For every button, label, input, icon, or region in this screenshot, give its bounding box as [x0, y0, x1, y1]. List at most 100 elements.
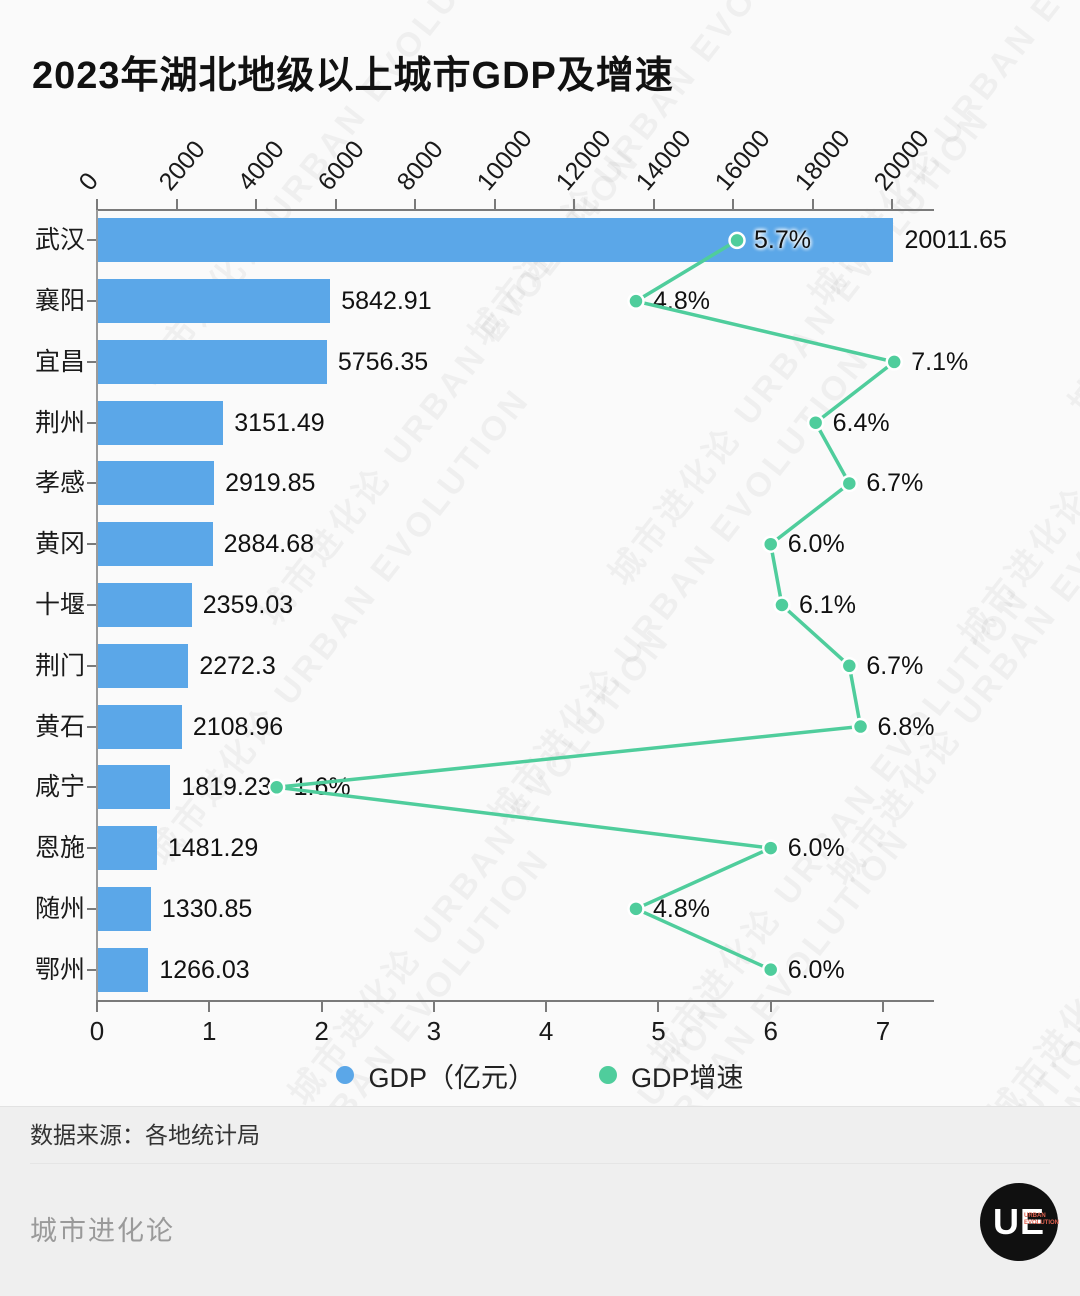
top-axis-label: 0 [73, 167, 104, 196]
growth-value-label: 6.0% [787, 834, 845, 863]
legend-label: GDP（亿元） [368, 1062, 535, 1093]
category-label: 黄冈 [34, 530, 85, 559]
growth-point [761, 535, 780, 553]
growth-value-label: 1.6% [293, 773, 351, 802]
growth-point [761, 839, 780, 857]
growth-point [885, 353, 903, 371]
gdp-bar [98, 643, 189, 688]
bottom-axis-label: 0 [89, 1016, 105, 1046]
top-axis-label: 2000 [153, 135, 211, 196]
category-label: 鄂州 [34, 955, 85, 984]
gdp-value-label: 2919.85 [225, 469, 316, 498]
top-axis-tick [652, 199, 655, 209]
bottom-axis-tick [432, 1002, 435, 1012]
bottom-axis-tick [545, 1002, 548, 1012]
category-label: 咸宁 [34, 773, 85, 802]
top-axis-tick [891, 199, 893, 209]
category-label: 随州 [34, 894, 85, 923]
category-tick [87, 482, 96, 485]
bottom-axis-label: 7 [875, 1016, 891, 1046]
growth-value-label: 6.0% [787, 955, 845, 984]
bottom-axis-label: 5 [651, 1016, 666, 1046]
top-axis-tick [493, 199, 496, 209]
growth-value-label: 6.4% [832, 408, 890, 437]
growth-point [761, 960, 780, 979]
gdp-value-label: 1819.23 [181, 773, 272, 802]
gdp-value-label: 1330.85 [161, 894, 253, 923]
growth-point [806, 413, 825, 432]
top-axis-label: 8000 [391, 135, 449, 196]
gdp-bar [98, 826, 157, 871]
bottom-axis-label: 1 [202, 1016, 217, 1046]
bottom-axis-label: 6 [763, 1016, 778, 1046]
growth-value-label: 4.8% [652, 894, 710, 923]
chart-title: 2023年湖北地级以上城市GDP及增速 [32, 55, 674, 97]
top-axis-label: 4000 [232, 135, 290, 196]
top-axis-tick [96, 199, 98, 209]
category-tick [87, 360, 96, 363]
top-axis-tick [573, 199, 575, 209]
gdp-value-label: 1481.29 [167, 834, 259, 863]
category-label: 宜昌 [34, 347, 85, 376]
category-tick [87, 725, 96, 728]
top-axis-label: 16000 [709, 124, 776, 196]
category-tick [87, 604, 96, 606]
growth-value-label: 7.1% [911, 347, 969, 376]
gdp-value-label: 5756.35 [337, 347, 429, 376]
brand-name: 城市进化论 [30, 1216, 175, 1246]
top-axis-tick [255, 199, 257, 209]
bottom-axis-label: 4 [538, 1016, 554, 1046]
growth-point [840, 657, 859, 675]
category-tick [87, 664, 96, 667]
gdp-bar [98, 765, 171, 810]
gdp-value-label: 5842.91 [341, 287, 432, 316]
gdp-bar [98, 279, 331, 324]
growth-value-label: 6.7% [866, 469, 924, 498]
top-axis-line [96, 209, 934, 211]
logo-subtext: URBAN EVOLUTION [1024, 1213, 1060, 1226]
top-axis-tick [414, 199, 416, 209]
left-axis-line [96, 210, 98, 1000]
growth-point [627, 292, 645, 310]
ue-logo: UE URBAN EVOLUTION [980, 1183, 1060, 1261]
gdp-bar [98, 583, 192, 627]
gdp-bar [98, 400, 224, 445]
gdp-value-label: 2108.96 [192, 712, 284, 741]
gdp-value-label: 20011.65 [904, 226, 1007, 255]
category-tick [87, 786, 96, 789]
bottom-axis-line [96, 1000, 934, 1002]
gdp-value-label: 2272.3 [199, 651, 276, 680]
top-axis-label: 12000 [550, 124, 617, 196]
top-axis-tick [811, 199, 814, 209]
growth-value-label: 4.8% [652, 287, 710, 316]
top-axis-tick [732, 199, 734, 209]
growth-value-label: 6.1% [798, 591, 856, 619]
gdp-value-label: 3151.49 [234, 408, 325, 437]
growth-point [851, 717, 870, 736]
gdp-bar [98, 522, 213, 567]
logo-text: UE [992, 1201, 1045, 1242]
top-axis-label: 20000 [868, 124, 935, 196]
growth-point [840, 474, 859, 493]
category-label: 黄石 [34, 712, 85, 741]
top-axis-label: 18000 [789, 124, 856, 196]
growth-value-label: 6.7% [866, 651, 924, 680]
gdp-value-label: 2359.03 [202, 591, 294, 619]
category-tick [87, 847, 96, 850]
gdp-bar [98, 947, 149, 992]
category-label: 十堰 [34, 591, 85, 619]
top-axis-label: 14000 [630, 124, 697, 196]
gdp-bar [98, 886, 151, 931]
growth-point [773, 596, 791, 614]
legend-item-1: GDP增速 [599, 1056, 744, 1095]
growth-value-label: 6.0% [787, 530, 845, 559]
gdp-value-label: 1266.03 [159, 955, 250, 984]
category-tick [87, 907, 96, 910]
legend-item-0: GDP（亿元） [336, 1056, 535, 1095]
bottom-axis-tick [320, 1002, 323, 1012]
category-label: 恩施 [34, 834, 85, 863]
top-axis-tick [175, 199, 178, 209]
category-label: 武汉 [34, 226, 85, 255]
